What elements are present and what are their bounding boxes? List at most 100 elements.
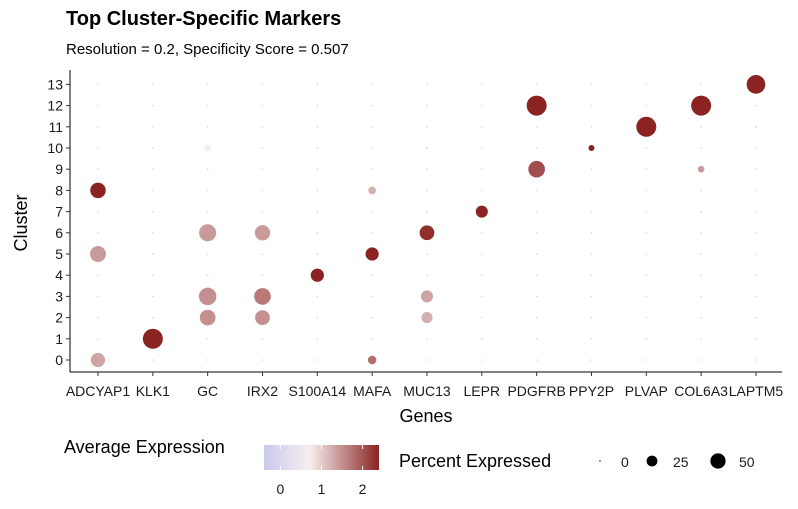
- empty-dot: [152, 210, 154, 213]
- empty-dot: [535, 210, 538, 213]
- data-point: [199, 224, 217, 242]
- y-tick-label: 8: [55, 182, 63, 198]
- empty-dot: [152, 104, 154, 107]
- empty-dot: [261, 126, 264, 128]
- empty-dot: [316, 316, 319, 319]
- data-point: [255, 310, 270, 325]
- size-legend-label: 25: [673, 454, 689, 470]
- empty-dot: [645, 104, 648, 107]
- empty-dot: [590, 126, 593, 128]
- empty-dot: [700, 189, 702, 192]
- empty-dot: [261, 189, 264, 192]
- empty-dot: [316, 253, 319, 255]
- size-legend-label: 0: [621, 454, 629, 470]
- empty-dot: [645, 295, 648, 298]
- empty-dot: [700, 147, 702, 149]
- size-legend-title: Percent Expressed: [399, 451, 551, 471]
- empty-dot: [755, 316, 757, 319]
- empty-dot: [645, 83, 648, 86]
- empty-dot: [481, 274, 483, 277]
- empty-dot: [700, 274, 702, 277]
- empty-dot: [645, 168, 648, 170]
- empty-dot: [755, 338, 757, 340]
- empty-dot: [97, 147, 99, 149]
- empty-dot: [590, 104, 593, 107]
- y-tick-label: 12: [47, 98, 63, 114]
- empty-dot: [261, 210, 264, 213]
- empty-dot: [645, 189, 648, 192]
- empty-dot: [316, 359, 319, 361]
- empty-dot: [481, 295, 483, 298]
- empty-dot: [755, 147, 757, 149]
- empty-dot: [426, 168, 428, 170]
- x-tick-label: PDGFRB: [507, 383, 565, 399]
- empty-dot: [316, 83, 319, 86]
- empty-dot: [645, 359, 648, 361]
- empty-dot: [97, 210, 99, 213]
- data-point: [697, 165, 705, 173]
- data-point: [421, 312, 433, 324]
- empty-dot: [206, 168, 209, 170]
- data-point: [691, 95, 712, 116]
- empty-dot: [481, 104, 483, 107]
- empty-dot: [590, 274, 593, 277]
- empty-dot: [535, 83, 538, 86]
- y-tick-label: 4: [55, 267, 63, 283]
- chart-title: Top Cluster-Specific Markers: [66, 8, 342, 30]
- empty-dot: [152, 168, 154, 170]
- empty-dot: [535, 126, 538, 128]
- x-tick-label: MUC13: [403, 383, 451, 399]
- data-point: [90, 182, 106, 199]
- empty-dot: [206, 83, 209, 86]
- empty-dot: [97, 232, 99, 234]
- data-point: [198, 287, 217, 306]
- color-legend-bar: [264, 445, 379, 470]
- data-point: [199, 309, 216, 326]
- empty-dot: [535, 232, 538, 234]
- data-point: [90, 246, 106, 262]
- empty-dot: [316, 126, 319, 128]
- empty-dot: [371, 126, 373, 128]
- data-point: [526, 95, 547, 116]
- empty-dot: [152, 232, 154, 234]
- empty-dot: [206, 338, 209, 340]
- data-point: [365, 247, 379, 261]
- empty-dot: [755, 232, 757, 234]
- x-tick-label: PLVAP: [625, 383, 668, 399]
- x-tick-label: S100A14: [289, 383, 347, 399]
- empty-dot: [645, 253, 648, 255]
- data-point: [528, 160, 545, 178]
- empty-dot: [261, 104, 264, 107]
- empty-dot: [97, 295, 99, 298]
- empty-dot: [535, 338, 538, 340]
- empty-dot: [535, 189, 538, 192]
- empty-dot: [426, 274, 428, 277]
- empty-dot: [700, 232, 702, 234]
- empty-dot: [97, 274, 99, 277]
- empty-dot: [371, 274, 373, 277]
- empty-dot: [755, 168, 757, 170]
- data-point: [425, 146, 429, 150]
- empty-dot: [481, 232, 483, 234]
- empty-dot: [426, 189, 428, 192]
- empty-dot: [426, 83, 428, 86]
- data-point: [419, 225, 435, 241]
- empty-dot: [97, 126, 99, 128]
- empty-dot: [152, 83, 154, 86]
- size-legend-keys: 0 25 50: [599, 453, 755, 470]
- chart-subtitle: Resolution = 0.2, Specificity Score = 0.…: [66, 41, 349, 58]
- data-point: [475, 205, 488, 218]
- empty-dot: [535, 359, 538, 361]
- x-tick-label: KLK1: [136, 383, 170, 399]
- y-tick-label: 1: [55, 331, 63, 347]
- empty-dot: [590, 338, 593, 340]
- data-point: [142, 328, 163, 349]
- data-point: [204, 144, 211, 152]
- y-tick-label: 10: [47, 140, 63, 156]
- data-point: [367, 355, 377, 365]
- empty-dot: [426, 126, 428, 128]
- empty-dot: [371, 295, 373, 298]
- empty-dot: [590, 189, 593, 192]
- empty-dot: [590, 83, 593, 86]
- empty-dot: [371, 210, 373, 213]
